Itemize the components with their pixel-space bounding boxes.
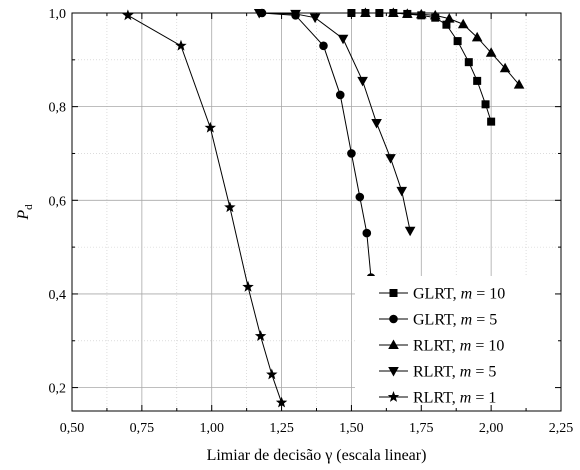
data-point [224,201,236,213]
legend-marker [389,289,398,297]
legend-variable: m [460,390,472,407]
data-point [513,79,525,89]
series-star [122,9,288,408]
data-point [471,31,483,42]
data-point [254,330,267,341]
x-tick-label: 1,00 [199,421,224,436]
legend-marker [387,391,400,402]
legend-suffix: = 5 [471,364,496,381]
data-point [355,192,365,202]
legend-suffix: = 1 [471,390,496,407]
legend-item: RLRT, m = 10 [379,338,504,355]
data-point [275,396,288,408]
series-circle [257,8,376,282]
legend-label: GLRT, m = 10 [413,286,505,303]
legend-variable: m [461,312,473,329]
x-tick-label: 2,25 [549,421,574,436]
legend-variable: m [460,338,472,355]
legend-suffix: = 10 [472,286,505,303]
y-tick-label: 1,0 [49,7,67,22]
x-tick-label: 0,50 [60,421,85,436]
data-point [309,13,321,24]
data-point [473,76,482,85]
data-point [242,280,254,292]
series-triangle-down [253,9,416,237]
legend-prefix: RLRT, [413,338,460,355]
data-point [388,7,399,17]
data-point [335,90,345,100]
x-tick-label: 1,25 [269,421,294,436]
legend-suffix: = 10 [471,338,504,355]
legend-item: GLRT, m = 5 [379,312,497,329]
legend-marker [388,367,399,377]
x-axis-label: Limiar de decisão γ (escala linear) [207,447,427,464]
data-point [362,228,372,238]
legend-variable: m [461,286,473,303]
y-tick-labels: 0,2 0,4 0,6 0,8 1,0 [49,7,67,397]
x-tick-label: 2,00 [479,421,504,436]
x-tick-labels: 0,50 0,75 1,00 1,25 1,50 1,75 2,00 2,25 [60,421,574,436]
data-point [499,62,511,73]
x-tick-label: 1,75 [409,421,434,436]
data-point [443,13,455,23]
y-axis-label: Pd [15,204,35,221]
legend-suffix: = 5 [472,312,497,329]
data-point [360,7,371,17]
data-point [319,41,328,51]
data-point [464,58,473,67]
data-point [385,154,396,164]
legend-prefix: GLRT, [413,286,461,303]
legend-variable: m [460,364,472,381]
legend-label: RLRT, m = 10 [413,338,504,355]
legend-label: GLRT, m = 5 [413,312,497,329]
data-point [266,368,278,380]
y-tick-label: 0,2 [49,382,67,397]
legend-item: RLRT, m = 1 [379,390,496,407]
data-point [487,117,496,126]
data-point [453,37,462,46]
legend-prefix: RLRT, [413,364,460,381]
legend-background [355,276,561,411]
data-point [457,18,469,29]
data-point [481,100,490,109]
legend-label: RLRT, m = 1 [413,390,496,407]
axis-ticks [71,12,562,411]
x-tick-label: 1,50 [339,421,364,436]
legend-marker [388,339,399,349]
data-point [253,9,265,19]
legend-item: RLRT, m = 5 [379,364,496,381]
data-point [371,119,382,129]
legend-prefix: GLRT, [413,312,461,329]
legend-label: RLRT, m = 5 [413,364,496,381]
data-point [290,9,301,20]
data-point [337,34,349,45]
series-line [261,12,372,278]
data-point [204,121,217,133]
data-point [357,76,368,87]
y-axis-label-subscript: d [23,204,35,210]
x-tick-label: 0,75 [130,421,155,436]
data-point [175,39,187,51]
series-triangle-up [360,7,525,89]
y-tick-label: 0,4 [49,288,67,303]
series-line [127,14,283,403]
data-point [429,9,441,20]
data-point [404,226,416,237]
data-point [396,186,408,197]
legend-item: GLRT, m = 10 [379,286,505,303]
y-tick-label: 0,8 [49,101,67,116]
legend-marker [389,314,398,324]
data-point [485,47,497,57]
legend-prefix: RLRT, [413,390,460,407]
data-point [347,149,356,158]
y-axis-label-main: P [15,210,32,221]
y-tick-label: 0,6 [49,194,67,209]
data-point [442,20,451,29]
data-point [122,9,134,21]
